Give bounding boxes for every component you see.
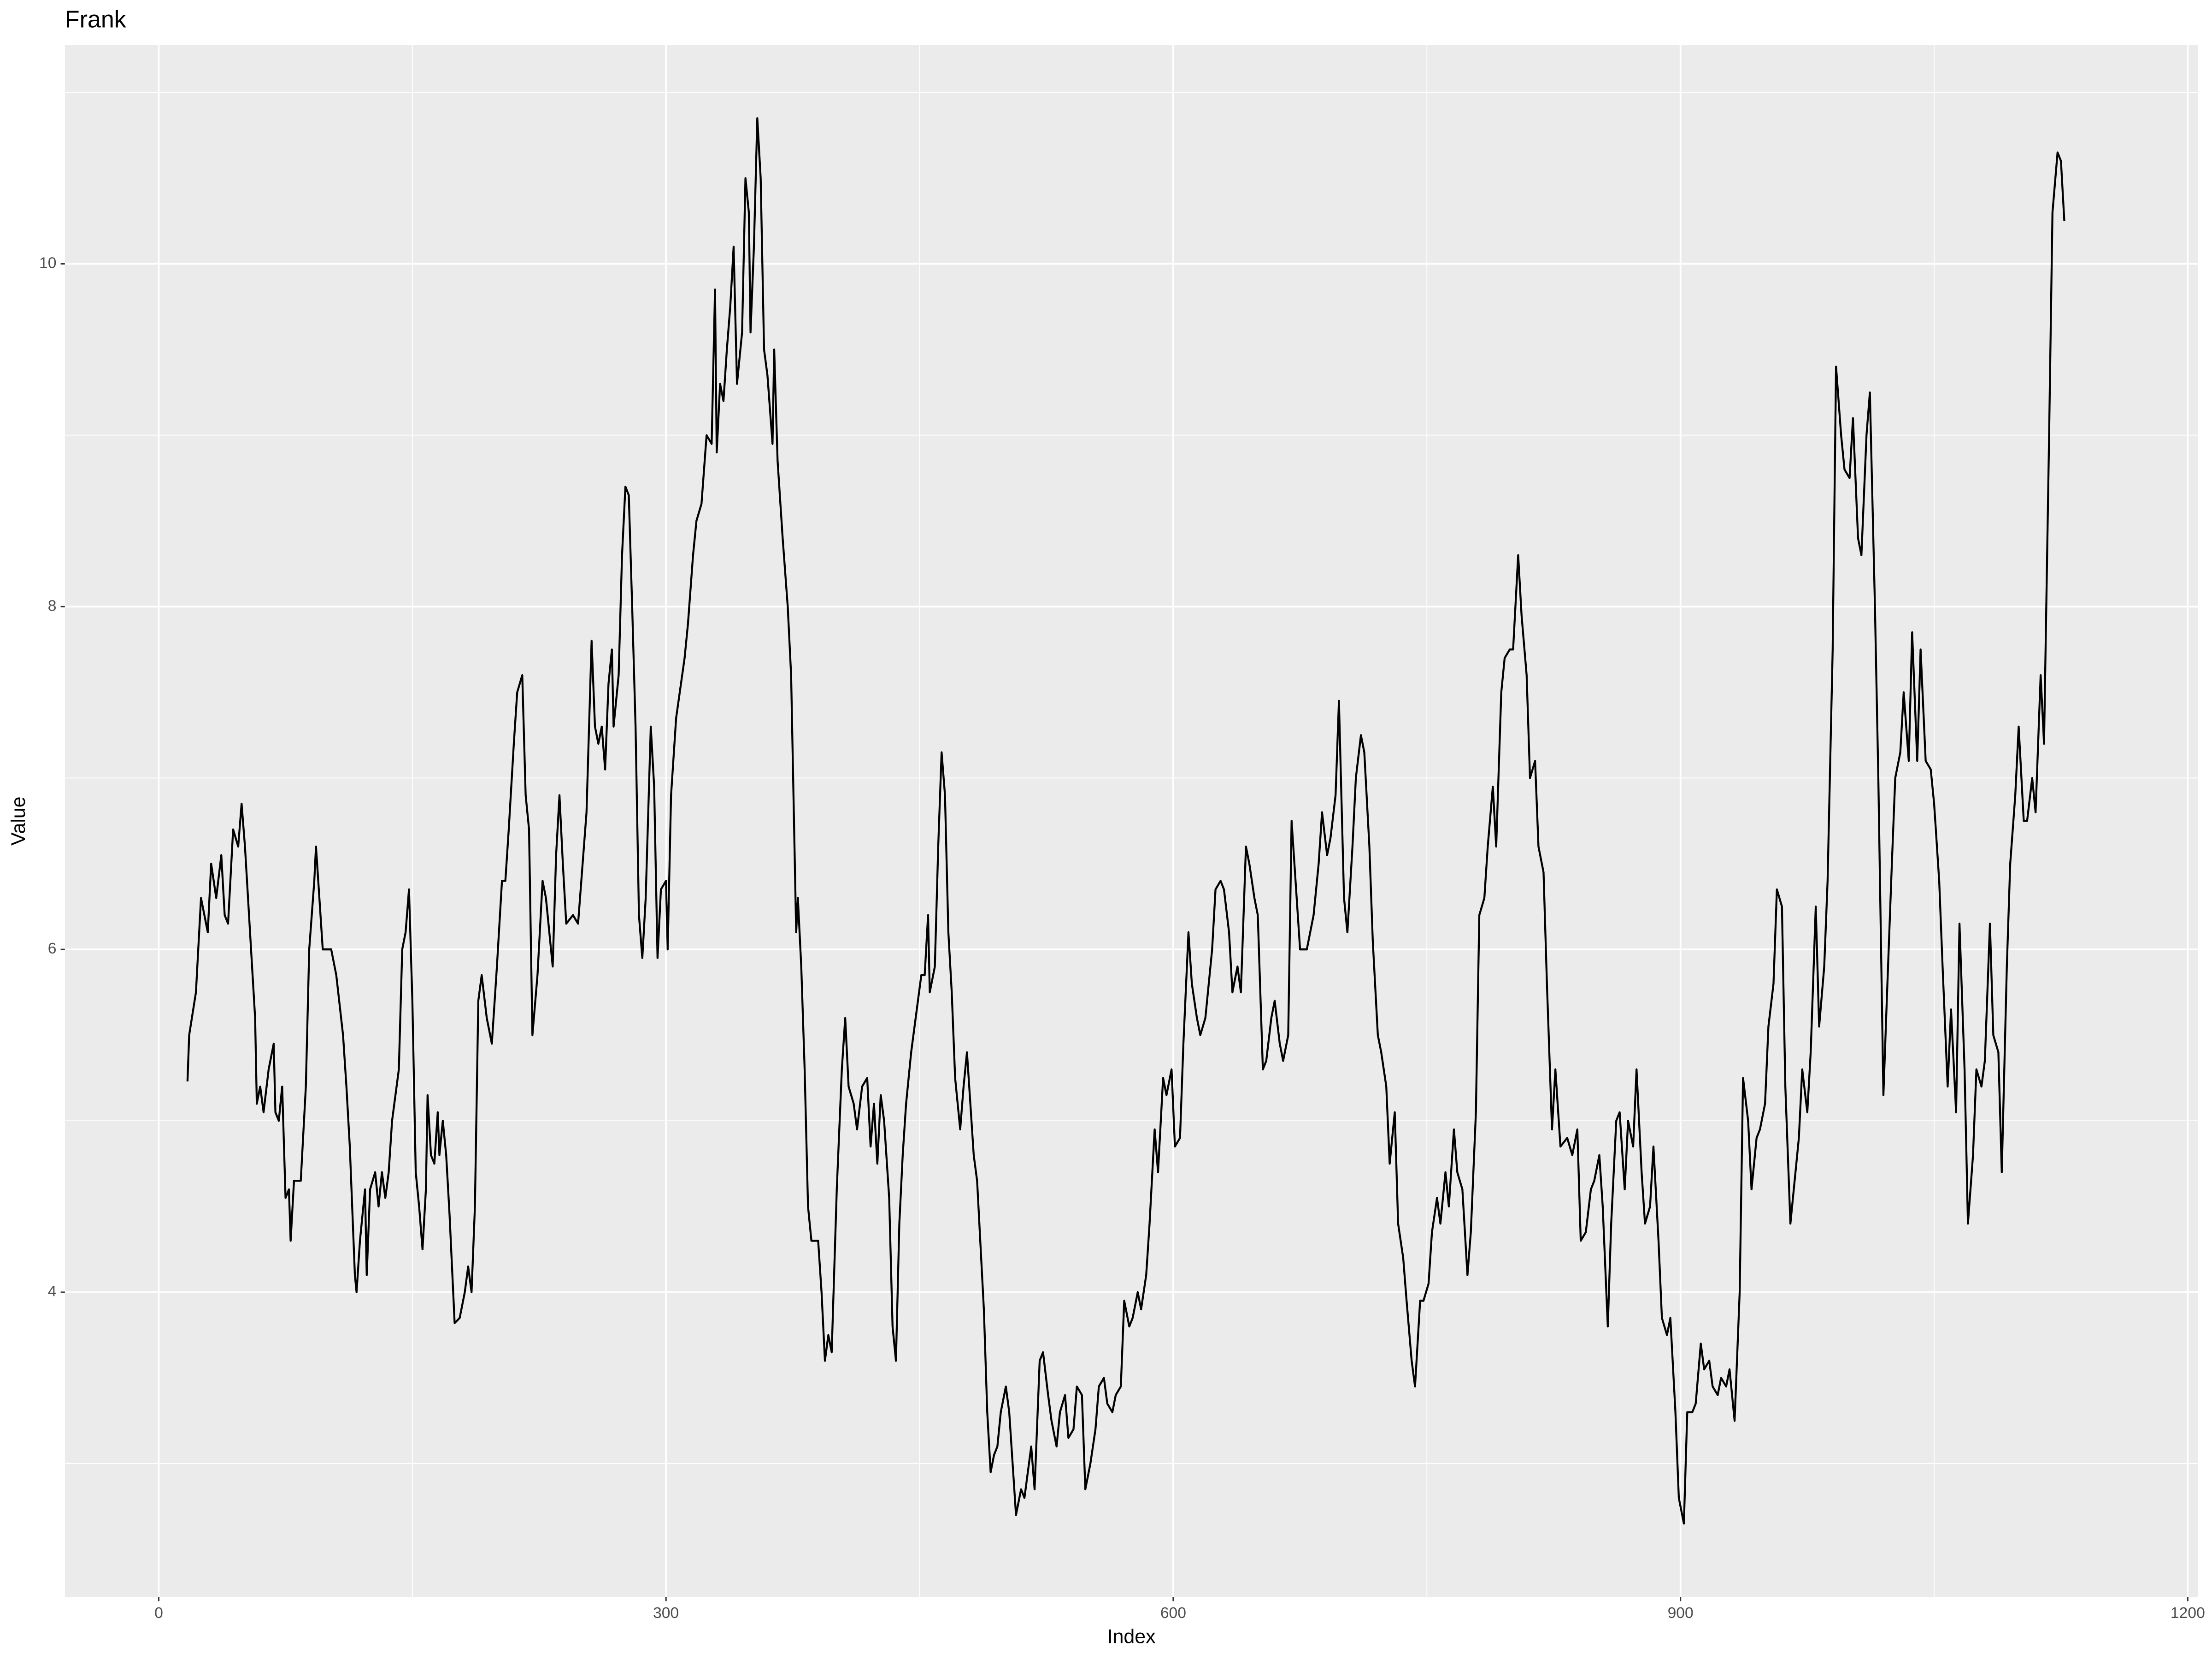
y-tick-label: 6 [48, 940, 57, 957]
x-tick-label: 1200 [2171, 1605, 2205, 1622]
x-tick-label: 300 [653, 1605, 679, 1622]
x-tick-label: 0 [154, 1605, 163, 1622]
x-tick-label: 600 [1160, 1605, 1186, 1622]
x-axis-title: Index [1107, 1625, 1156, 1647]
x-tick-label: 900 [1668, 1605, 1694, 1622]
plot-panel [65, 45, 2198, 1597]
marks [186, 117, 2065, 1525]
y-tick-label: 8 [48, 597, 57, 614]
y-tick-label: 4 [48, 1283, 57, 1300]
chart-title: Frank [65, 6, 127, 33]
data-line [186, 117, 2065, 1525]
y-tick-label: 10 [39, 254, 56, 271]
grid: 4 6 8 10 0 300 600 900 1200 [39, 45, 2205, 1622]
y-axis-title: Value [7, 796, 29, 845]
